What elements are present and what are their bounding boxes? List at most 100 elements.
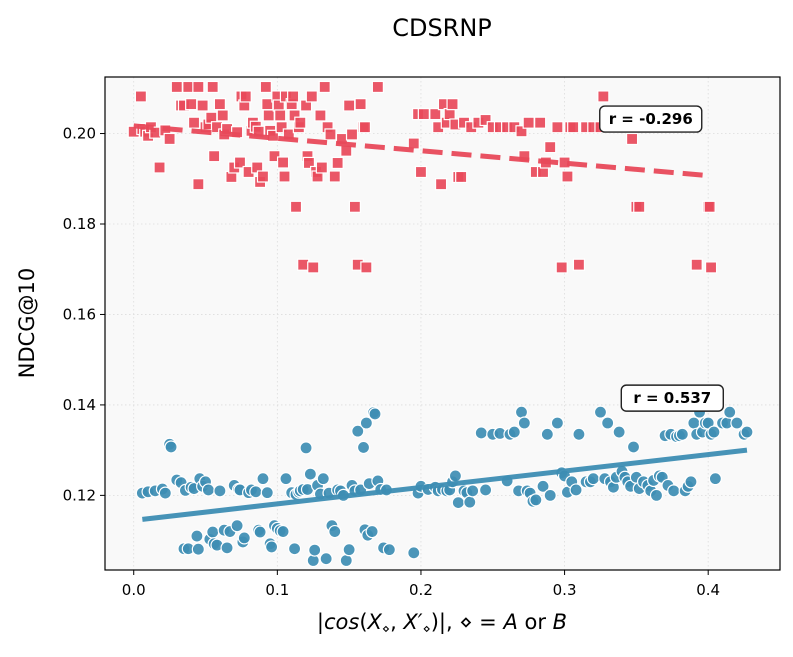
data-point-circle [572, 427, 586, 441]
data-point-circle [684, 475, 698, 489]
data-point-circle [237, 531, 251, 545]
data-point-circle [478, 483, 493, 497]
data-point-circle [356, 440, 371, 455]
data-point-circle [359, 416, 373, 430]
data-point-square [170, 80, 183, 94]
data-point-circle [287, 542, 302, 556]
data-point-circle [164, 440, 178, 454]
data-point-square [275, 121, 288, 134]
data-point-square [314, 109, 327, 122]
x-label-part: ⋄ [382, 622, 390, 637]
data-point-circle [569, 483, 583, 497]
data-point-square [446, 98, 459, 111]
x-tick-label: 0.3 [553, 581, 577, 599]
data-point-square [561, 170, 574, 183]
data-point-circle [308, 543, 322, 557]
data-point-circle [256, 472, 270, 486]
data-point-square [278, 170, 291, 183]
data-point-circle [316, 472, 330, 486]
data-point-square [256, 170, 270, 183]
x-label-part: X [367, 610, 383, 634]
x-label-part: ( [359, 610, 367, 634]
data-point-square [555, 261, 568, 274]
data-point-square [163, 132, 176, 146]
data-point-square [328, 170, 341, 183]
data-point-circle [675, 427, 689, 441]
y-tick-label: 0.12 [63, 486, 96, 504]
data-point-circle [190, 529, 204, 543]
data-point-circle [319, 552, 333, 566]
data-point-circle [230, 519, 244, 533]
data-point-circle [328, 524, 342, 539]
x-label-part: A [501, 610, 517, 634]
data-point-circle [339, 553, 353, 568]
ticks: 0.0 0.1 0.2 0.3 0.4 0.12 0.14 0.16 0.18 0.20 [63, 125, 721, 599]
x-tick-label: 0.4 [696, 581, 720, 599]
y-axis-label: NDCG@10 [15, 268, 39, 379]
data-point-square [261, 98, 274, 111]
data-point-circle [407, 546, 421, 560]
x-label-part: or [518, 610, 553, 634]
chart-title: CDSRNP [392, 14, 492, 42]
data-point-square [192, 80, 205, 94]
data-point-square [302, 156, 316, 170]
data-point-circle [368, 407, 382, 421]
x-label-part: , [390, 610, 403, 634]
data-point-circle [514, 405, 529, 419]
data-point-square [331, 156, 344, 170]
data-point-circle [279, 472, 293, 486]
data-point-circle [740, 425, 754, 439]
data-point-square [690, 258, 703, 271]
data-point-square [522, 116, 535, 129]
data-point-square [287, 90, 300, 103]
x-tick-label: 0.0 [122, 581, 146, 599]
data-point-square [233, 156, 247, 169]
data-point-circle [260, 486, 274, 500]
data-point-circle [201, 483, 216, 497]
data-point-square [289, 200, 303, 213]
data-point-circle [667, 484, 681, 498]
data-point-circle [540, 427, 554, 441]
data-point-square [315, 161, 328, 174]
data-point-square [551, 121, 564, 134]
data-point-circle [448, 469, 463, 483]
data-point-square [625, 132, 639, 146]
data-point-square [208, 150, 221, 163]
data-point-square [213, 98, 226, 111]
data-point-circle [249, 485, 263, 499]
data-point-circle [586, 472, 600, 486]
data-point-square [371, 80, 384, 94]
data-point-circle [601, 416, 615, 430]
plot-frame [104, 76, 781, 571]
data-point-square [360, 261, 373, 274]
data-point-circle [299, 441, 313, 455]
data-point-circle [536, 479, 550, 493]
data-point-square [515, 125, 528, 138]
trend-line-upper [133, 123, 709, 179]
correlation-box-lower [620, 384, 724, 412]
x-axis-label: |cos(X⋄, X′⋄)|, ⋄ = A or B [317, 610, 567, 637]
data-point-square [192, 178, 205, 191]
data-point-circle [723, 405, 737, 419]
y-tick-label: 0.14 [63, 396, 96, 414]
data-point-square [274, 109, 287, 122]
data-point-square [479, 113, 492, 127]
data-point-circle [382, 543, 396, 557]
data-point-circle [206, 525, 220, 539]
data-point-circle [466, 484, 480, 498]
data-point-square [134, 90, 148, 103]
data-point-circle [191, 542, 205, 556]
data-point-square [345, 128, 359, 141]
y-tick-label: 0.18 [63, 215, 96, 233]
trend-line-lower [142, 447, 748, 522]
data-point-square [443, 107, 456, 121]
x-tick-label: 0.1 [265, 581, 289, 599]
data-point-square [305, 90, 318, 103]
data-point-square [434, 178, 448, 191]
data-point-circle [529, 493, 543, 507]
data-point-circle [264, 540, 279, 554]
data-point-circle [342, 543, 356, 557]
data-point-square [597, 90, 610, 103]
data-point-circle [474, 426, 488, 440]
